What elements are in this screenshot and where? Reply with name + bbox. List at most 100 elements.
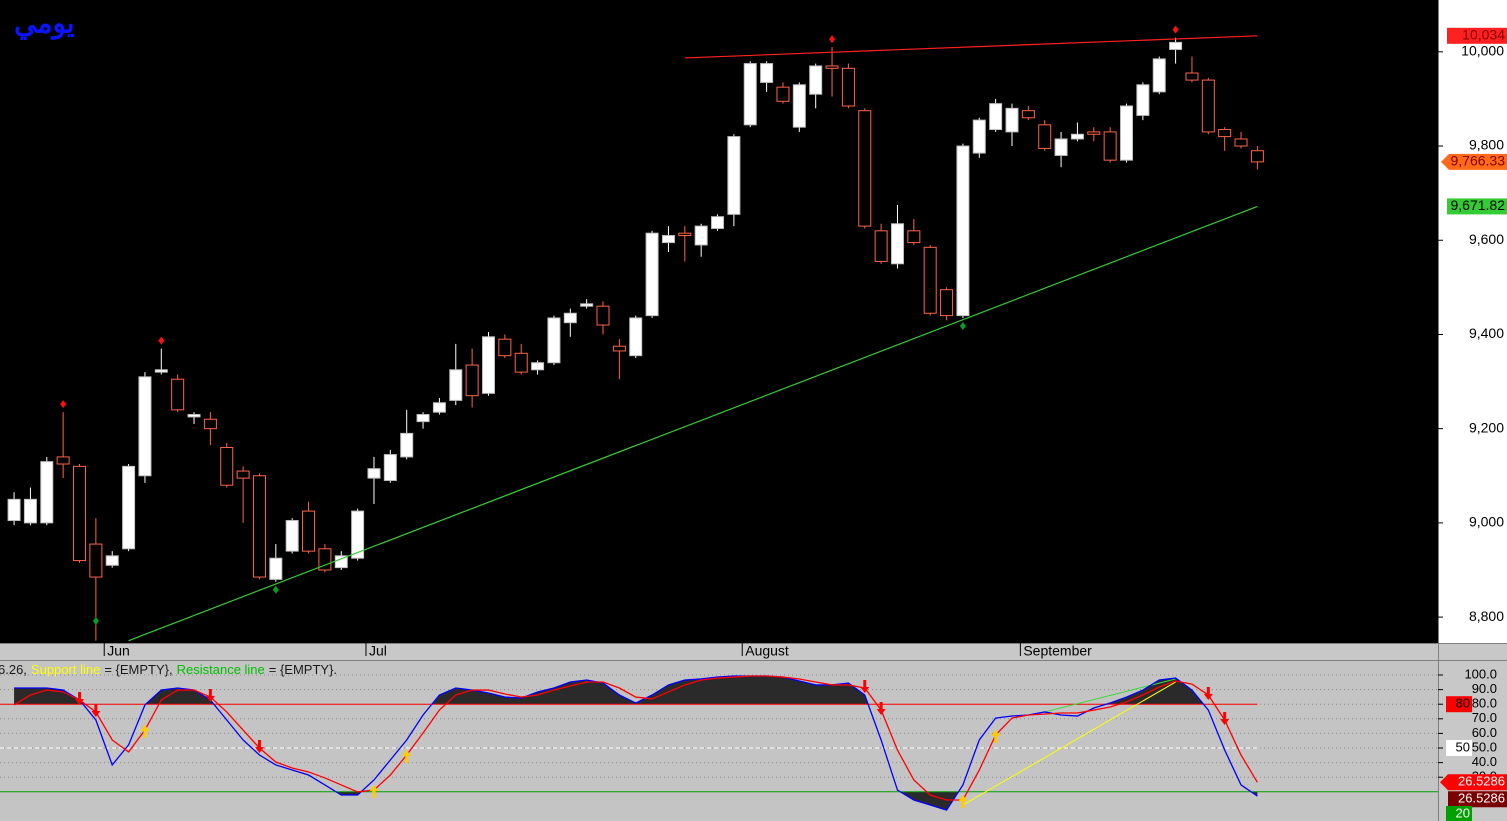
candle-body — [956, 145, 970, 317]
candle-body — [514, 352, 528, 373]
oscillator-line — [14, 675, 1258, 811]
fractal-marker — [272, 585, 279, 594]
last-price-label: 9,766.33 — [1451, 153, 1506, 169]
candle-body — [73, 465, 87, 562]
y-tick-label: 80.0 — [1472, 696, 1497, 711]
candle-body — [1201, 79, 1215, 133]
candle-body — [776, 86, 790, 102]
fractal-marker — [60, 400, 67, 409]
trendline — [128, 205, 1258, 642]
fractal-marker — [829, 35, 836, 44]
candle-body — [809, 65, 823, 95]
candle-body — [1120, 105, 1134, 161]
resistance-line — [1044, 678, 1176, 713]
trendline-label: 10,034 — [1462, 27, 1505, 43]
sell-signal — [91, 703, 101, 717]
candle-body — [367, 468, 381, 479]
y-tick-label: 9,800 — [1469, 137, 1504, 153]
candle-body — [285, 520, 299, 552]
oversold-fill — [14, 791, 1258, 811]
candle-body — [1005, 107, 1019, 133]
support-line — [962, 681, 1176, 806]
candle-body — [858, 110, 872, 227]
candle-body — [252, 475, 266, 578]
legend-part: Resistance line — [177, 662, 265, 677]
x-tick-label: Jun — [107, 643, 130, 659]
trendline-label-box — [1447, 198, 1507, 215]
candle-body — [1070, 133, 1084, 140]
last-price-tag — [1441, 153, 1507, 170]
candle-body — [989, 103, 1003, 131]
candle-body — [318, 548, 332, 571]
candle-body — [432, 402, 446, 413]
y-tick-label: 50.0 — [1472, 739, 1497, 754]
candle-body — [792, 84, 806, 128]
y-tick-label: 60.0 — [1472, 725, 1497, 740]
candle-body — [498, 338, 512, 357]
candle-body — [481, 336, 495, 394]
fractal-marker — [959, 321, 966, 330]
x-tick-label: Jul — [369, 643, 387, 659]
candle-body — [547, 317, 561, 364]
candle-body — [874, 230, 888, 262]
candle-body — [841, 67, 855, 107]
axis-value-label: 26.5286 — [1458, 774, 1505, 789]
value-box — [1446, 696, 1472, 713]
candle-body — [122, 465, 136, 550]
trendline-label-box — [1447, 27, 1507, 44]
candle-body — [89, 543, 103, 578]
candle-body — [760, 63, 774, 83]
sell-signal — [860, 680, 870, 694]
candle-body — [1103, 131, 1117, 161]
candle-body — [612, 345, 626, 352]
candle-body — [302, 510, 316, 552]
y-tick-label: 9,600 — [1469, 231, 1504, 247]
candle-body — [465, 364, 479, 397]
candle-body — [40, 461, 54, 524]
candle-body — [1234, 138, 1248, 147]
candle-body — [400, 432, 414, 458]
fractal-marker — [1172, 25, 1179, 34]
y-tick-label: 9,000 — [1469, 514, 1504, 530]
candle-body — [661, 235, 675, 244]
sell-signal — [1220, 711, 1230, 725]
value-box — [1446, 740, 1472, 757]
legend-part: = {EMPTY}, — [104, 662, 172, 677]
x-tick-label: September — [1023, 643, 1092, 659]
candle-body — [269, 557, 283, 580]
candle-body — [449, 369, 463, 401]
fractal-marker — [92, 617, 99, 625]
candle-body — [940, 289, 954, 317]
candle-body — [416, 414, 430, 423]
fractal-marker — [158, 336, 165, 345]
x-tick-label: August — [745, 643, 789, 659]
candle-body — [7, 498, 21, 522]
candle-body — [596, 305, 610, 326]
candle-body — [220, 447, 234, 486]
y-tick-label: 90.0 — [1472, 681, 1497, 696]
candle-body — [383, 454, 397, 481]
overbought-fill — [14, 676, 1258, 705]
y-tick-label: 40.0 — [1472, 754, 1497, 769]
candle-body — [138, 376, 152, 477]
y-tick-label: 10,000 — [1461, 43, 1504, 59]
sell-signal — [254, 740, 264, 754]
candle-body — [825, 65, 839, 69]
legend-part: Support line — [31, 662, 100, 677]
buy-signal — [402, 750, 412, 764]
y-tick-label: 70.0 — [1472, 710, 1497, 725]
sell-signal — [876, 702, 886, 716]
candle-body — [711, 216, 725, 229]
sell-signal — [75, 691, 85, 705]
candle-body — [56, 456, 70, 465]
y-tick-label: 100.0 — [1464, 666, 1497, 681]
candle-body — [907, 230, 921, 244]
buy-signal — [369, 785, 379, 799]
candle-body — [187, 414, 201, 418]
candle-body — [727, 136, 741, 215]
candle-body — [23, 498, 37, 524]
buy-signal — [991, 730, 1001, 744]
candle-body — [1054, 138, 1068, 156]
indicator-legend: 6.26, Support line = {EMPTY}, Resistance li… — [0, 662, 337, 677]
candle-body — [531, 362, 545, 371]
